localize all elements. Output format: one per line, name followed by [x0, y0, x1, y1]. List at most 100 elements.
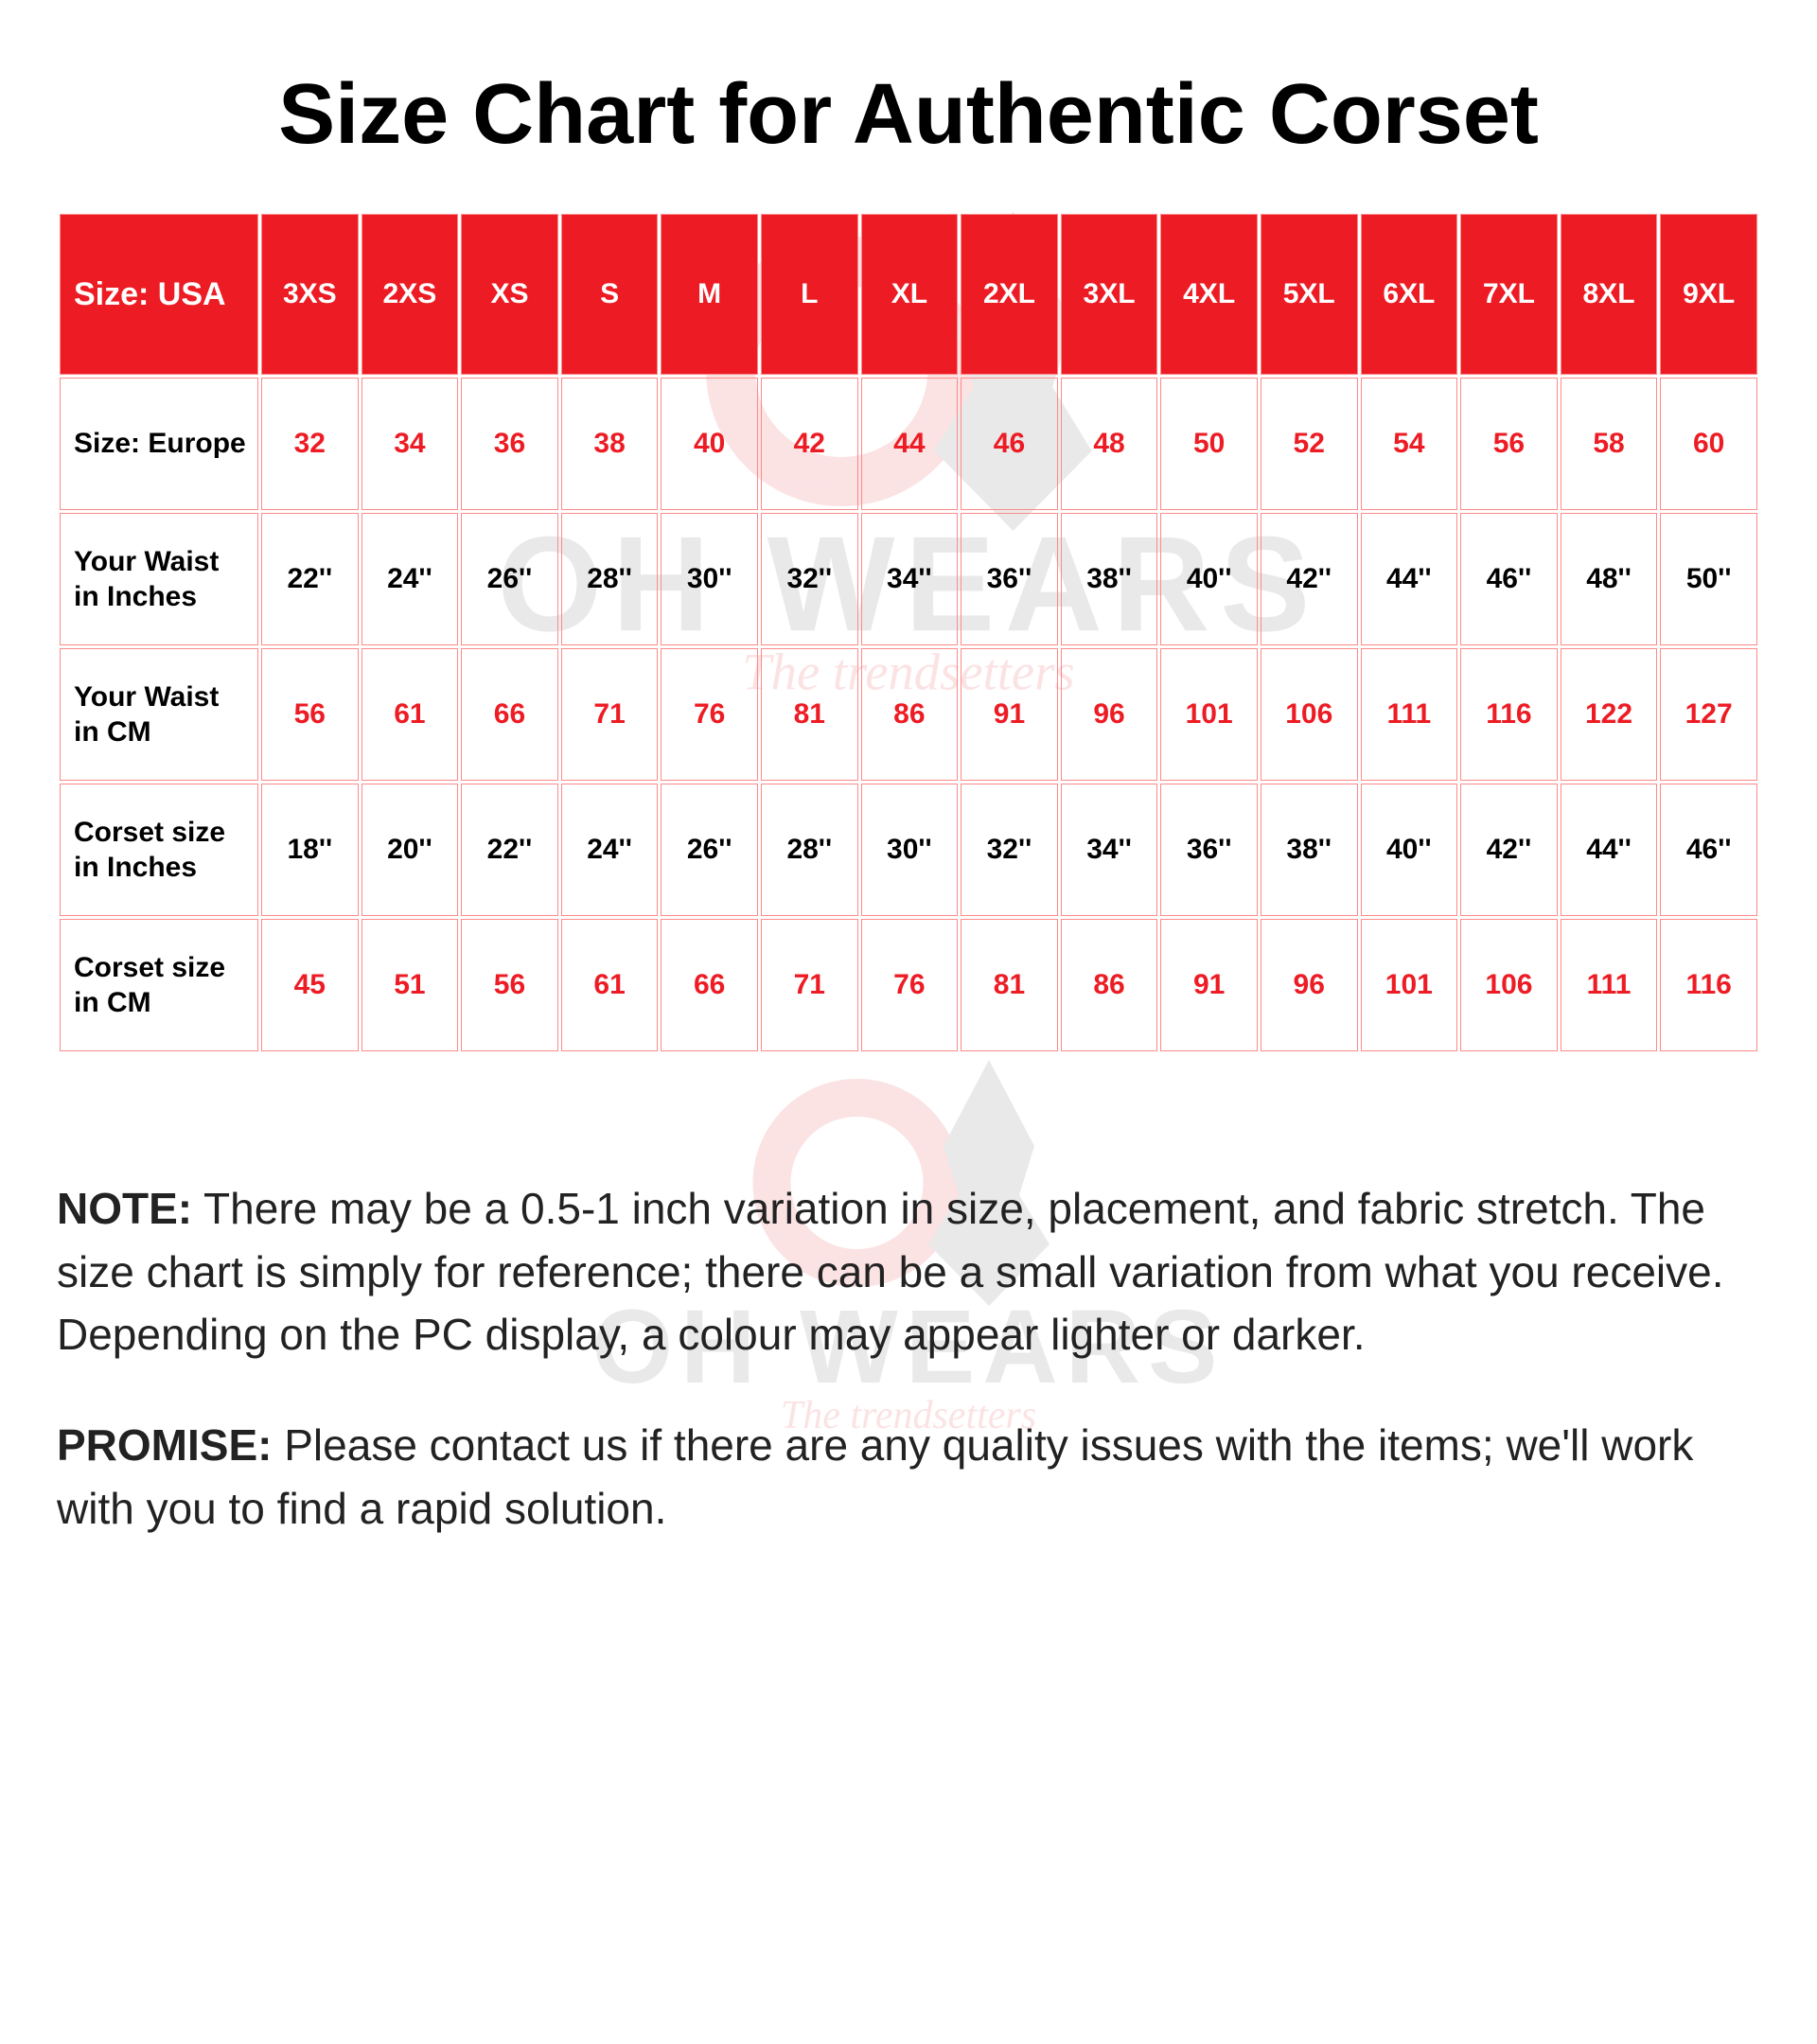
table-cell: 66	[461, 648, 558, 781]
table-cell: 36''	[961, 513, 1058, 645]
row-label: Size: Europe	[60, 378, 258, 510]
table-cell: 42	[761, 378, 858, 510]
header-size-col: 8XL	[1561, 214, 1658, 375]
notes-section: NOTE: There may be a 0.5-1 inch variatio…	[57, 1177, 1760, 1540]
header-size-col: 2XL	[961, 214, 1058, 375]
table-cell: 38''	[1261, 784, 1358, 916]
table-cell: 50	[1160, 378, 1258, 510]
table-cell: 54	[1361, 378, 1458, 510]
row-label: Corset size in CM	[60, 919, 258, 1051]
table-row: Size: Europe3234363840424446485052545658…	[60, 378, 1757, 510]
table-cell: 34	[362, 378, 459, 510]
table-cell: 50''	[1660, 513, 1757, 645]
table-cell: 61	[362, 648, 459, 781]
header-size-col: 6XL	[1361, 214, 1458, 375]
header-size-col: L	[761, 214, 858, 375]
header-size-col: M	[661, 214, 758, 375]
table-cell: 106	[1460, 919, 1558, 1051]
table-cell: 101	[1361, 919, 1458, 1051]
row-label: Your Waist in Inches	[60, 513, 258, 645]
header-size-col: 3XS	[261, 214, 359, 375]
table-cell: 46''	[1460, 513, 1558, 645]
table-cell: 30''	[861, 784, 959, 916]
table-cell: 18''	[261, 784, 359, 916]
table-row: Your Waist in Inches22''24''26''28''30''…	[60, 513, 1757, 645]
note-label: NOTE:	[57, 1184, 192, 1233]
table-cell: 34''	[861, 513, 959, 645]
table-cell: 48	[1061, 378, 1158, 510]
table-cell: 28''	[561, 513, 659, 645]
table-row: Your Waist in CM566166717681869196101106…	[60, 648, 1757, 781]
table-cell: 26''	[461, 513, 558, 645]
row-label: Your Waist in CM	[60, 648, 258, 781]
promise-label: PROMISE:	[57, 1420, 272, 1470]
table-cell: 122	[1561, 648, 1658, 781]
table-cell: 20''	[362, 784, 459, 916]
table-cell: 81	[961, 919, 1058, 1051]
table-cell: 56	[1460, 378, 1558, 510]
page-title: Size Chart for Authentic Corset	[57, 66, 1760, 164]
table-cell: 96	[1261, 919, 1358, 1051]
table-cell: 22''	[261, 513, 359, 645]
table-cell: 24''	[561, 784, 659, 916]
table-cell: 56	[261, 648, 359, 781]
header-size-col: 9XL	[1660, 214, 1757, 375]
table-cell: 76	[661, 648, 758, 781]
table-cell: 76	[861, 919, 959, 1051]
header-size-col: 2XS	[362, 214, 459, 375]
header-size-col: S	[561, 214, 659, 375]
header-size-col: 5XL	[1261, 214, 1358, 375]
table-cell: 24''	[362, 513, 459, 645]
table-row: Corset size in Inches18''20''22''24''26'…	[60, 784, 1757, 916]
table-cell: 56	[461, 919, 558, 1051]
table-cell: 32''	[761, 513, 858, 645]
size-chart-container: OH WEARS The trendsetters Size: USA 3XS2…	[57, 211, 1760, 1054]
header-size-col: 7XL	[1460, 214, 1558, 375]
header-size-col: XL	[861, 214, 959, 375]
table-cell: 71	[761, 919, 858, 1051]
table-cell: 36	[461, 378, 558, 510]
table-cell: 106	[1261, 648, 1358, 781]
table-cell: 96	[1061, 648, 1158, 781]
table-cell: 42''	[1261, 513, 1358, 645]
table-cell: 40	[661, 378, 758, 510]
table-cell: 46	[961, 378, 1058, 510]
table-cell: 46''	[1660, 784, 1757, 916]
table-cell: 22''	[461, 784, 558, 916]
table-cell: 52	[1261, 378, 1358, 510]
table-cell: 71	[561, 648, 659, 781]
size-chart-table: Size: USA 3XS2XSXSSMLXL2XL3XL4XL5XL6XL7X…	[57, 211, 1760, 1054]
table-cell: 116	[1460, 648, 1558, 781]
header-size-col: XS	[461, 214, 558, 375]
table-cell: 32''	[961, 784, 1058, 916]
table-cell: 111	[1561, 919, 1658, 1051]
table-header-row: Size: USA 3XS2XSXSSMLXL2XL3XL4XL5XL6XL7X…	[60, 214, 1757, 375]
table-cell: 86	[861, 648, 959, 781]
table-cell: 44''	[1361, 513, 1458, 645]
note-paragraph: NOTE: There may be a 0.5-1 inch variatio…	[57, 1177, 1760, 1366]
table-cell: 86	[1061, 919, 1158, 1051]
table-cell: 44	[861, 378, 959, 510]
table-cell: 111	[1361, 648, 1458, 781]
table-cell: 44''	[1561, 784, 1658, 916]
table-cell: 127	[1660, 648, 1757, 781]
table-cell: 91	[961, 648, 1058, 781]
promise-paragraph: PROMISE: Please contact us if there are …	[57, 1414, 1760, 1540]
table-cell: 30''	[661, 513, 758, 645]
table-cell: 58	[1561, 378, 1658, 510]
table-cell: 38''	[1061, 513, 1158, 645]
table-cell: 32	[261, 378, 359, 510]
table-cell: 81	[761, 648, 858, 781]
table-cell: 91	[1160, 919, 1258, 1051]
table-cell: 61	[561, 919, 659, 1051]
header-size-col: 3XL	[1061, 214, 1158, 375]
note-text: There may be a 0.5-1 inch variation in s…	[57, 1184, 1724, 1359]
table-row: Corset size in CM45515661667176818691961…	[60, 919, 1757, 1051]
table-cell: 36''	[1160, 784, 1258, 916]
promise-text: Please contact us if there are any quali…	[57, 1420, 1693, 1533]
table-cell: 45	[261, 919, 359, 1051]
row-label: Corset size in Inches	[60, 784, 258, 916]
table-cell: 40''	[1361, 784, 1458, 916]
table-cell: 34''	[1061, 784, 1158, 916]
table-cell: 42''	[1460, 784, 1558, 916]
